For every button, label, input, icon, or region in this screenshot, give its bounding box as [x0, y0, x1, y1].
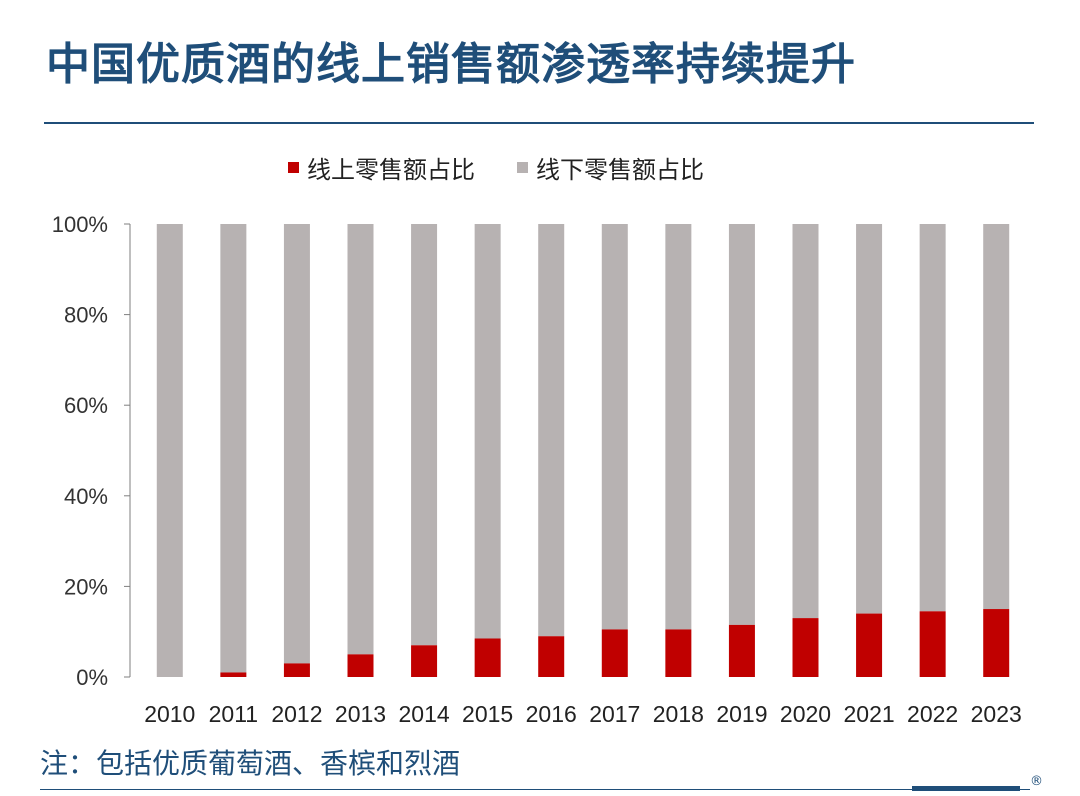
bar-online: [283, 663, 310, 677]
bar-offline: [347, 224, 374, 655]
y-tick-label: 0%: [76, 665, 108, 690]
bar-offline: [538, 224, 565, 637]
footer-accent-bar: [912, 786, 1020, 791]
bar-online: [983, 609, 1010, 677]
x-tick-label: 2012: [271, 701, 322, 727]
x-tick-label: 2018: [653, 701, 704, 727]
bar-online: [411, 645, 438, 677]
chart-legend: 线上零售额占比 线下零售额占比: [288, 150, 746, 185]
legend-swatch-offline: [517, 161, 528, 173]
bar-online: [665, 629, 692, 677]
page-title: 中国优质酒的线上销售额渗透率持续提升: [46, 39, 856, 90]
x-tick-label: 2022: [907, 701, 958, 727]
bar-offline: [283, 224, 310, 664]
bar-online: [538, 636, 565, 677]
legend-item-offline: 线下零售额占比: [517, 150, 704, 185]
bar-online: [792, 618, 819, 677]
x-tick-label: 2014: [398, 701, 449, 727]
y-tick-label: 80%: [64, 303, 108, 328]
bar-offline: [919, 224, 946, 612]
bar-offline: [728, 224, 755, 625]
bar-offline: [156, 224, 183, 677]
y-tick-label: 40%: [64, 484, 108, 509]
bar-offline: [856, 224, 883, 614]
x-tick-label: 2015: [462, 701, 513, 727]
y-tick-label: 20%: [64, 574, 108, 599]
x-tick-label: 2017: [589, 701, 640, 727]
y-tick-label: 100%: [52, 212, 108, 237]
bar-online: [347, 654, 374, 677]
bar-online: [220, 672, 247, 677]
x-tick-label: 2010: [144, 701, 195, 727]
title-divider: [44, 122, 1034, 124]
legend-swatch-online: [288, 161, 299, 173]
registered-mark: ®: [1030, 774, 1043, 789]
x-tick-label: 2023: [971, 701, 1022, 727]
bar-offline: [220, 224, 247, 673]
legend-label-online: 线上零售额占比: [307, 155, 475, 184]
x-tick-label: 2016: [526, 701, 577, 727]
footnote: 注：包括优质葡萄酒、香槟和烈酒: [40, 747, 461, 780]
bar-offline: [474, 224, 501, 639]
bar-offline: [601, 224, 628, 630]
y-tick-label: 60%: [64, 393, 108, 418]
legend-label-offline: 线下零售额占比: [536, 155, 704, 184]
bar-offline: [792, 224, 819, 619]
bar-online: [474, 638, 501, 677]
legend-item-online: 线上零售额占比: [288, 150, 475, 185]
x-tick-label: 2020: [780, 701, 831, 727]
footer-divider: [40, 789, 1030, 790]
bar-offline: [983, 224, 1010, 610]
x-tick-label: 2011: [209, 701, 258, 727]
x-tick-label: 2019: [716, 701, 767, 727]
bar-online: [919, 611, 946, 677]
bar-online: [856, 613, 883, 677]
bar-offline: [665, 224, 692, 630]
bar-offline: [411, 224, 438, 646]
x-tick-label: 2021: [843, 701, 894, 727]
bar-online: [601, 629, 628, 677]
bar-online: [728, 624, 755, 677]
x-tick-label: 2013: [335, 701, 386, 727]
